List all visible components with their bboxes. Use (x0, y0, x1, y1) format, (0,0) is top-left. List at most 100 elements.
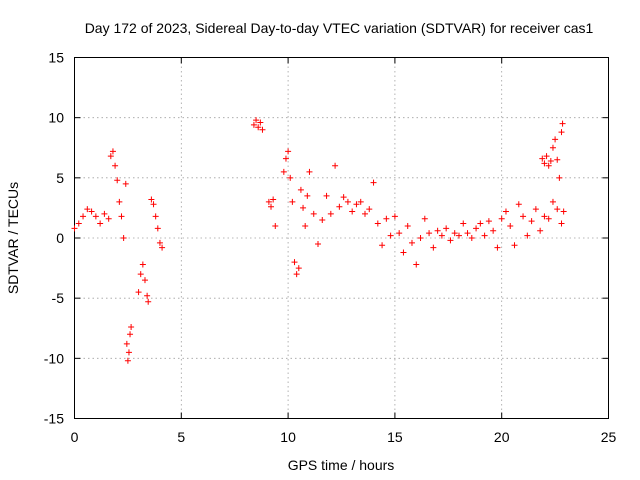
data-point (404, 222, 411, 229)
data-point (541, 213, 548, 220)
data-point (128, 324, 135, 331)
data-point (304, 192, 311, 199)
data-point (353, 201, 360, 208)
data-point (297, 186, 304, 193)
data-point (560, 208, 567, 215)
data-point (387, 232, 394, 239)
data-point (357, 198, 364, 205)
data-point (150, 201, 157, 208)
data-point (319, 216, 326, 223)
data-point (84, 206, 91, 213)
data-point (559, 120, 566, 127)
data-point (253, 117, 260, 124)
data-point (336, 203, 343, 210)
data-point (507, 222, 514, 229)
data-point (268, 203, 275, 210)
data-point (107, 153, 114, 160)
data-point (417, 235, 424, 241)
data-point (552, 136, 559, 143)
data-point (135, 289, 142, 296)
data-point (272, 222, 279, 229)
data-point (306, 168, 313, 175)
data-point (105, 215, 112, 222)
data-point (144, 292, 151, 299)
data-point (554, 156, 561, 163)
data-point (451, 230, 458, 237)
data-point (515, 201, 522, 208)
data-point (310, 210, 317, 217)
y-tick-label: 10 (48, 110, 64, 126)
data-point (265, 198, 272, 205)
data-point (344, 198, 351, 205)
data-point (473, 225, 480, 232)
y-tick-label: 0 (56, 230, 64, 246)
data-point (421, 215, 428, 222)
data-point (539, 155, 546, 162)
data-point (71, 225, 78, 232)
data-point (434, 227, 441, 234)
data-point (118, 213, 125, 220)
data-point (332, 162, 339, 169)
data-point (302, 222, 309, 229)
y-tick-labels: -15 -10 -5 0 5 10 15 (44, 50, 64, 427)
axis-ticks (74, 57, 609, 419)
data-point (443, 225, 450, 232)
data-point (120, 235, 127, 241)
data-point (558, 129, 565, 136)
data-point (323, 192, 330, 199)
data-point (257, 119, 264, 126)
y-tick-label: 5 (56, 170, 64, 186)
data-point (285, 148, 292, 155)
data-point (97, 220, 104, 227)
data-point (125, 349, 132, 356)
data-point (481, 232, 488, 239)
data-point (438, 232, 445, 239)
y-axis-title: SDTVAR / TECUs (5, 182, 21, 294)
data-point (547, 157, 554, 164)
data-point (545, 162, 552, 169)
data-point (537, 227, 544, 234)
y-tick-label: -5 (52, 290, 65, 306)
data-point (528, 218, 535, 225)
data-point (464, 230, 471, 237)
data-point (280, 168, 287, 175)
data-point (289, 198, 296, 205)
data-point (532, 206, 539, 213)
data-point (270, 196, 277, 203)
data-point (139, 261, 146, 268)
data-point (490, 227, 497, 234)
x-tick-label: 5 (177, 429, 185, 445)
data-point (549, 198, 556, 205)
x-tick-label: 0 (71, 429, 79, 445)
x-tick-label: 10 (280, 429, 296, 445)
data-point (291, 259, 298, 266)
data-point (447, 237, 454, 244)
data-point (374, 220, 381, 227)
data-point (114, 177, 121, 184)
y-tick-label: 15 (48, 50, 64, 66)
data-point (287, 174, 294, 181)
data-point (498, 215, 505, 222)
data-point (391, 213, 398, 220)
data-point (370, 179, 377, 186)
data-point (293, 271, 300, 278)
data-point (455, 232, 462, 239)
data-point (123, 340, 130, 347)
data-point (502, 208, 509, 215)
data-point (122, 180, 129, 187)
data-point (400, 249, 407, 256)
data-point (92, 213, 99, 220)
data-point (556, 174, 563, 181)
data-point (112, 162, 119, 169)
data-point (88, 208, 95, 215)
data-point (383, 215, 390, 222)
data-point (300, 204, 307, 211)
data-point (255, 124, 262, 131)
data-point (109, 148, 116, 155)
data-point (349, 208, 356, 215)
x-tick-label: 15 (387, 429, 403, 445)
data-point (124, 357, 131, 364)
data-point (460, 220, 467, 227)
data-point (426, 230, 433, 237)
data-point (340, 194, 347, 201)
